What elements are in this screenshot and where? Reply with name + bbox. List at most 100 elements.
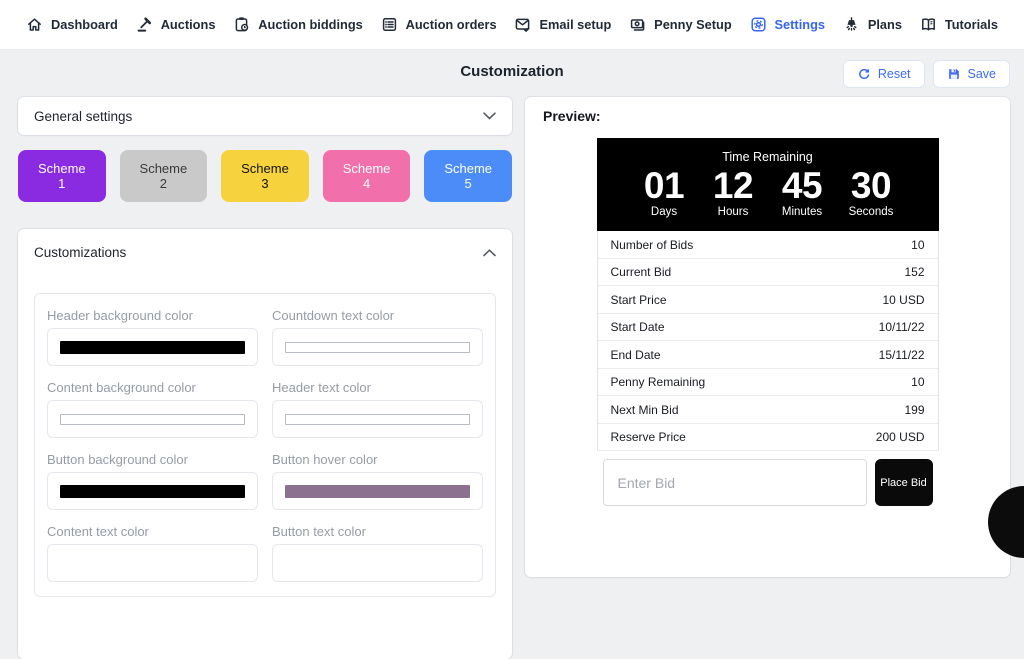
clipboard-clock-icon [233,16,250,33]
color-field-header-background-color: Header background color [47,308,258,366]
scheme-button-3[interactable]: Scheme 3 [221,150,309,202]
table-row-start-date: Start Date 10/11/22 [598,314,938,342]
preview-title: Preview: [543,108,992,124]
color-field-countdown-text-color: Countdown text color [272,308,483,366]
nav-item-email-setup[interactable]: Email setup [514,16,611,33]
countdown-unit-hours: 12 Hours [707,165,759,218]
table-row-penny-remaining: Penny Remaining 10 [598,369,938,397]
book-icon [920,16,937,33]
table-row-value: 10 [911,375,924,389]
color-swatch [285,414,470,425]
nav-item-auction-orders[interactable]: Auction orders [381,16,497,33]
table-row-value: 15/11/22 [879,348,925,362]
customizations-section: Customizations Header background color C… [18,229,512,659]
table-row-label: Reserve Price [611,430,686,444]
chevron-down-icon [483,112,496,120]
table-row-number-of-bids: Number of Bids 10 [598,231,938,259]
color-swatch [285,342,470,353]
home-icon [26,16,43,33]
color-picker-input[interactable] [272,328,483,366]
bid-row: Place Bid [603,459,933,506]
general-settings-title: General settings [34,109,132,124]
countdown-label: Seconds [845,206,897,218]
table-row-next-min-bid: Next Min Bid 199 [598,396,938,424]
table-row-reserve-price: Reserve Price 200 USD [598,424,938,452]
header-actions: Reset Save [843,60,1010,88]
chevron-up-icon [483,249,496,257]
customizations-title: Customizations [34,245,126,260]
nav-item-label: Settings [775,17,825,32]
nav-item-label: Auction orders [406,17,497,32]
scheme-button-4[interactable]: Scheme 4 [323,150,411,202]
table-row-value: 10 USD [882,293,924,307]
nav-item-dashboard[interactable]: Dashboard [26,16,118,33]
color-picker-input[interactable] [47,472,258,510]
countdown-value: 01 [638,165,690,206]
table-row-label: Current Bid [611,265,672,279]
table-row-value: 10/11/22 [879,320,925,334]
color-field-button-hover-color: Button hover color [272,452,483,510]
auction-info-table: Number of Bids 10 Current Bid 152 Start … [597,231,939,451]
color-field-label: Countdown text color [272,308,483,323]
countdown-value: 45 [776,165,828,206]
scheme-button-5[interactable]: Scheme 5 [424,150,512,202]
nav-item-label: Tutorials [945,17,998,32]
reset-button[interactable]: Reset [843,60,925,88]
color-fields-grid: Header background color Countdown text c… [34,293,496,597]
countdown-label: Hours [707,206,759,218]
countdown-unit-days: 01 Days [638,165,690,218]
scheme-button-2[interactable]: Scheme 2 [120,150,208,202]
preview-column: Preview: Time Remaining 01 Days 12 Hours… [525,97,1010,577]
countdown-unit-seconds: 30 Seconds [845,165,897,218]
color-swatch [285,485,470,498]
table-row-value: 152 [904,265,924,279]
table-row-end-date: End Date 15/11/22 [598,341,938,369]
color-field-content-background-color: Content background color [47,380,258,438]
nav-item-auction-biddings[interactable]: Auction biddings [233,16,363,33]
color-field-label: Content text color [47,524,258,539]
customizations-header[interactable]: Customizations [34,245,496,260]
save-icon [947,67,961,81]
color-picker-input[interactable] [47,544,258,582]
list-icon [381,16,398,33]
color-swatch [60,341,245,354]
lamp-icon [843,16,860,33]
save-button[interactable]: Save [933,60,1011,88]
nav-item-penny-setup[interactable]: Penny Setup [629,16,732,33]
banknote-icon [629,16,646,33]
color-swatch [60,485,245,498]
nav-item-plans[interactable]: Plans [843,16,902,33]
nav-item-auctions[interactable]: Auctions [136,16,216,33]
table-row-value: 200 USD [876,430,925,444]
general-settings-header[interactable]: General settings [18,97,512,135]
countdown-value: 30 [845,165,897,206]
table-row-label: Next Min Bid [611,403,679,417]
table-row-label: Start Date [611,320,665,334]
color-field-label: Header background color [47,308,258,323]
nav-item-label: Plans [868,17,902,32]
table-row-current-bid: Current Bid 152 [598,259,938,287]
countdown-units: 01 Days 12 Hours 45 Minutes 30 Seconds [597,165,939,218]
nav-item-label: Auctions [161,17,216,32]
bid-input[interactable] [603,459,867,506]
color-picker-input[interactable] [47,400,258,438]
countdown-value: 12 [707,165,759,206]
nav-item-tutorials[interactable]: Tutorials [920,16,998,33]
nav-item-label: Auction biddings [258,17,363,32]
scheme-button-1[interactable]: Scheme 1 [18,150,106,202]
color-picker-input[interactable] [272,544,483,582]
nav-item-label: Dashboard [51,17,118,32]
place-bid-button[interactable]: Place Bid [875,459,933,506]
nav-item-settings[interactable]: Settings [750,16,825,33]
color-field-label: Button hover color [272,452,483,467]
table-row-value: 10 [911,238,924,252]
color-picker-input[interactable] [272,472,483,510]
color-field-label: Button background color [47,452,258,467]
color-picker-input[interactable] [47,328,258,366]
color-picker-input[interactable] [272,400,483,438]
countdown-heading: Time Remaining [597,150,939,164]
color-field-label: Button text color [272,524,483,539]
color-swatch [285,557,470,570]
